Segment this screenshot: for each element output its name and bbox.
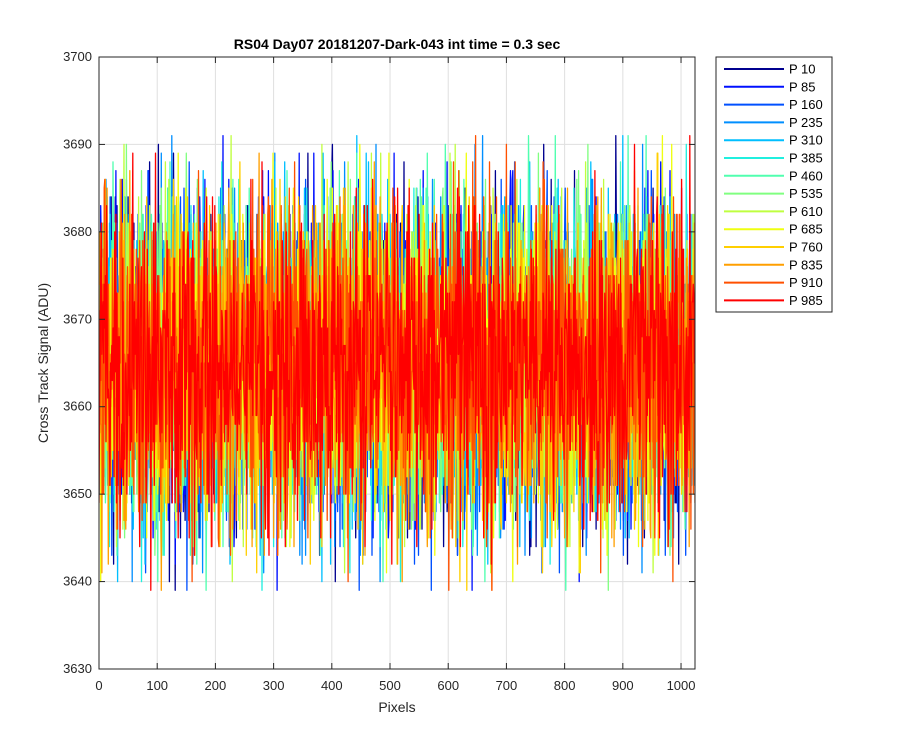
y-tick-label: 3660 — [63, 399, 92, 414]
y-tick-label: 3650 — [63, 486, 92, 501]
x-tick-label: 600 — [437, 678, 459, 693]
y-tick-label: 3640 — [63, 574, 92, 589]
y-tick-label: 3700 — [63, 49, 92, 64]
legend-label: P 385 — [789, 151, 823, 166]
x-axis-label: Pixels — [378, 699, 415, 715]
x-tick-label: 900 — [612, 678, 634, 693]
axes-box — [98, 56, 696, 670]
legend-label: P 160 — [789, 97, 823, 112]
legend-label: P 460 — [789, 168, 823, 183]
x-tick-label: 200 — [205, 678, 227, 693]
legend-label: P 760 — [789, 240, 823, 255]
series-layer — [99, 135, 695, 591]
legend-label: P 235 — [789, 115, 823, 130]
x-tick-label: 700 — [496, 678, 518, 693]
x-tick-label: 300 — [263, 678, 285, 693]
y-tick-label: 3630 — [63, 661, 92, 676]
x-tick-label: 1000 — [667, 678, 696, 693]
x-tick-label: 500 — [379, 678, 401, 693]
legend-label: P 685 — [789, 222, 823, 237]
y-axis-label: Cross Track Signal (ADU) — [35, 283, 51, 443]
legend-label: P 535 — [789, 186, 823, 201]
legend-label: P 835 — [789, 257, 823, 272]
x-tick-label: 0 — [95, 678, 102, 693]
series-line-p985 — [99, 135, 695, 591]
y-tick-label: 3670 — [63, 311, 92, 326]
legend-label: P 85 — [789, 79, 816, 94]
legend-label: P 10 — [789, 62, 816, 77]
legend-label: P 310 — [789, 133, 823, 148]
legend-label: P 910 — [789, 275, 823, 290]
legend-box — [715, 56, 833, 313]
legend: P 10 P 85 P 160 P 235 P 310 P 385 P 460 P 535 P … — [715, 56, 833, 313]
legend-items: P 10 P 85 P 160 P 235 P 310 P 385 P 460 P 535 P … — [724, 62, 823, 308]
legend-label: P 985 — [789, 293, 823, 308]
x-tick-label: 400 — [321, 678, 343, 693]
y-tick-label: 3680 — [63, 224, 92, 239]
y-tick-label: 3690 — [63, 136, 92, 151]
x-tick-label: 100 — [146, 678, 168, 693]
legend-label: P 610 — [789, 204, 823, 219]
x-tick-label: 800 — [554, 678, 576, 693]
tick-layer: 0 100 200 300 400 500 600 700 800 900 1000 3630 3640… — [63, 49, 695, 693]
chart-title: RS04 Day07 20181207-Dark-043 int time = … — [234, 36, 561, 52]
